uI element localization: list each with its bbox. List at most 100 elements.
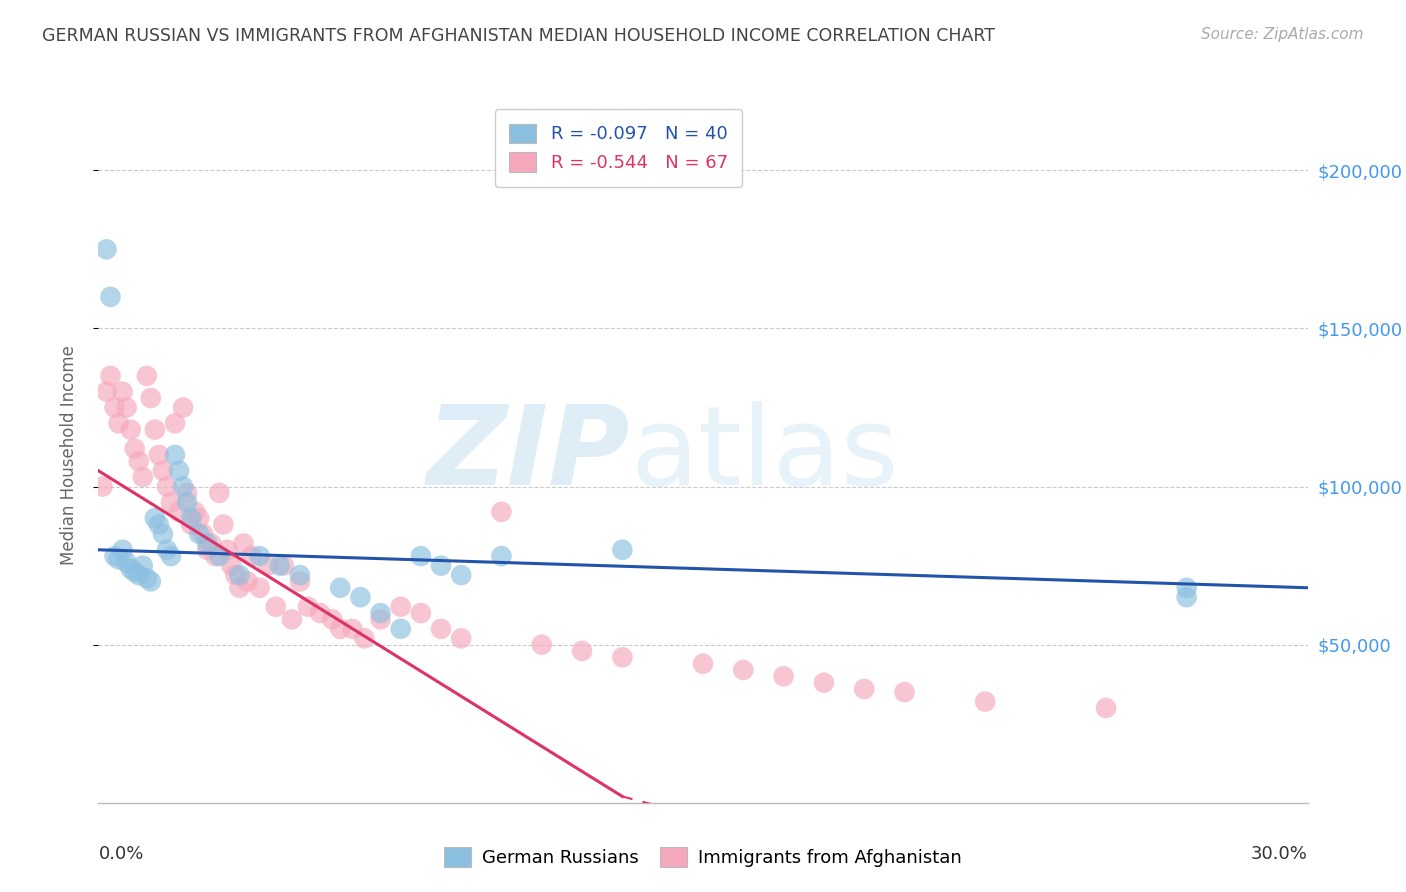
- Point: [148, 448, 170, 462]
- Point: [813, 675, 835, 690]
- Point: [184, 505, 207, 519]
- Point: [224, 568, 246, 582]
- Point: [115, 556, 138, 570]
- Point: [143, 511, 166, 525]
- Point: [124, 442, 146, 456]
- Point: [167, 464, 190, 478]
- Point: [612, 542, 634, 557]
- Point: [180, 517, 202, 532]
- Point: [139, 574, 162, 589]
- Text: 0.0%: 0.0%: [98, 845, 143, 863]
- Point: [530, 638, 553, 652]
- Point: [370, 606, 392, 620]
- Point: [893, 685, 915, 699]
- Point: [148, 517, 170, 532]
- Point: [297, 599, 319, 614]
- Point: [107, 417, 129, 431]
- Point: [128, 568, 150, 582]
- Point: [491, 549, 513, 563]
- Text: atlas: atlas: [630, 401, 898, 508]
- Point: [321, 612, 343, 626]
- Point: [240, 549, 263, 563]
- Point: [156, 479, 179, 493]
- Point: [193, 527, 215, 541]
- Point: [430, 558, 453, 573]
- Point: [612, 650, 634, 665]
- Point: [120, 562, 142, 576]
- Point: [188, 527, 211, 541]
- Point: [571, 644, 593, 658]
- Point: [249, 549, 271, 563]
- Point: [491, 505, 513, 519]
- Point: [139, 391, 162, 405]
- Point: [96, 243, 118, 257]
- Point: [208, 549, 231, 563]
- Point: [172, 401, 194, 415]
- Point: [195, 542, 218, 557]
- Legend: R = -0.097   N = 40, R = -0.544   N = 67: R = -0.097 N = 40, R = -0.544 N = 67: [495, 109, 742, 186]
- Point: [273, 558, 295, 573]
- Point: [200, 536, 222, 550]
- Point: [232, 536, 254, 550]
- Point: [1095, 701, 1118, 715]
- Point: [353, 632, 375, 646]
- Point: [135, 368, 157, 383]
- Point: [349, 591, 371, 605]
- Point: [120, 423, 142, 437]
- Point: [228, 568, 250, 582]
- Point: [163, 448, 186, 462]
- Point: [167, 505, 190, 519]
- Point: [236, 574, 259, 589]
- Point: [264, 599, 287, 614]
- Point: [204, 549, 226, 563]
- Point: [188, 511, 211, 525]
- Text: GERMAN RUSSIAN VS IMMIGRANTS FROM AFGHANISTAN MEDIAN HOUSEHOLD INCOME CORRELATIO: GERMAN RUSSIAN VS IMMIGRANTS FROM AFGHAN…: [42, 27, 995, 45]
- Point: [281, 612, 304, 626]
- Point: [409, 549, 432, 563]
- Point: [329, 581, 352, 595]
- Point: [389, 599, 412, 614]
- Text: ZIP: ZIP: [427, 401, 630, 508]
- Point: [156, 542, 179, 557]
- Point: [217, 542, 239, 557]
- Point: [160, 549, 183, 563]
- Point: [228, 581, 250, 595]
- Point: [176, 486, 198, 500]
- Point: [152, 527, 174, 541]
- Point: [115, 401, 138, 415]
- Point: [103, 549, 125, 563]
- Point: [195, 536, 218, 550]
- Point: [100, 368, 122, 383]
- Point: [389, 622, 412, 636]
- Point: [111, 384, 134, 399]
- Point: [152, 464, 174, 478]
- Point: [288, 574, 311, 589]
- Point: [96, 384, 118, 399]
- Point: [221, 558, 243, 573]
- Point: [103, 401, 125, 415]
- Point: [91, 479, 114, 493]
- Point: [212, 517, 235, 532]
- Point: [208, 486, 231, 500]
- Point: [107, 552, 129, 566]
- Point: [1175, 581, 1198, 595]
- Point: [269, 558, 291, 573]
- Point: [132, 558, 155, 573]
- Point: [370, 612, 392, 626]
- Point: [342, 622, 364, 636]
- Point: [163, 417, 186, 431]
- Point: [288, 568, 311, 582]
- Point: [772, 669, 794, 683]
- Point: [309, 606, 332, 620]
- Y-axis label: Median Household Income: Median Household Income: [59, 345, 77, 565]
- Point: [128, 454, 150, 468]
- Point: [143, 423, 166, 437]
- Point: [409, 606, 432, 620]
- Point: [160, 495, 183, 509]
- Point: [733, 663, 755, 677]
- Point: [256, 558, 278, 573]
- Point: [853, 681, 876, 696]
- Point: [1175, 591, 1198, 605]
- Text: 30.0%: 30.0%: [1251, 845, 1308, 863]
- Point: [329, 622, 352, 636]
